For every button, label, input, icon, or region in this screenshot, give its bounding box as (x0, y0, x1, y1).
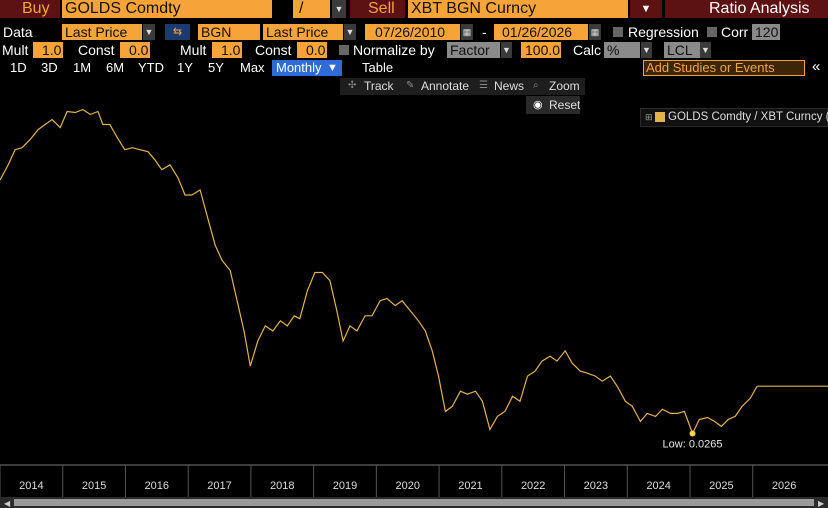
low-annotation: Low: 0.0265 (663, 439, 723, 451)
period-button[interactable]: Monthly (276, 60, 322, 75)
collapse-button[interactable]: « (812, 58, 821, 75)
scroll-arrow: ◀ (4, 499, 11, 508)
period-button[interactable]: 3D (41, 60, 58, 75)
x-tick-label: 2020 (395, 480, 419, 492)
x-tick-label: 2014 (19, 480, 43, 492)
period-button[interactable]: Max (240, 60, 265, 75)
x-tick-label: 2024 (646, 480, 670, 492)
price-line (0, 108, 758, 436)
icon: ◉ (533, 99, 543, 111)
period-button[interactable]: 1Y (177, 60, 193, 75)
legend-swatch (655, 112, 665, 122)
studies-input[interactable]: Add Studies or Events (643, 60, 805, 76)
x-tick-label: 2023 (584, 480, 608, 492)
dropdown[interactable]: ▼ (344, 24, 356, 40)
start-date[interactable]: 07/26/2010 (365, 24, 460, 40)
x-tick-label: 2015 (82, 480, 106, 492)
dropdown[interactable]: ▼ (641, 42, 652, 58)
swap-icon[interactable]: ⇆ (165, 24, 190, 40)
const-field[interactable]: 0.0 (297, 42, 327, 58)
tool-button[interactable]: Zoom (549, 79, 580, 93)
reset-button[interactable]: Reset (549, 98, 581, 112)
factor-select[interactable]: Factor (447, 42, 500, 58)
operator-dropdown[interactable]: ▼ (332, 0, 346, 18)
low-marker (689, 430, 696, 437)
period-button[interactable]: 1M (73, 60, 92, 75)
const-field[interactable]: 0.0 (120, 42, 150, 58)
mult-field[interactable]: 1.0 (212, 42, 242, 58)
legend-expand[interactable]: ⊞ (645, 112, 653, 122)
period-button[interactable]: 6M (106, 60, 125, 75)
period-button[interactable]: 5Y (208, 60, 224, 75)
function-title: Ratio Analysis (665, 0, 828, 18)
calc-select[interactable]: % (604, 42, 640, 58)
regression-label: Regression (628, 24, 699, 40)
scrollbar (0, 497, 828, 508)
x-tick-label: 2026 (772, 480, 796, 492)
period-button[interactable]: YTD (138, 60, 164, 75)
scroll-arrow: ▶ (818, 499, 825, 508)
x-tick-label: 2019 (333, 480, 357, 492)
factor-value[interactable]: 100.0 (521, 42, 561, 58)
dropdown[interactable]: ▼ (143, 24, 155, 40)
x-tick-label: 2016 (145, 480, 169, 492)
tool-button[interactable]: Annotate (421, 79, 470, 93)
corr-label: Corr (721, 24, 749, 40)
data-label: Data (3, 24, 33, 40)
field-select[interactable]: Last Price (263, 24, 343, 40)
period-button[interactable]: 1D (10, 60, 27, 75)
icon: ⌕ (533, 80, 539, 91)
tool-button[interactable]: News (494, 79, 525, 93)
axis-band (0, 465, 828, 497)
mult-field[interactable]: 1.0 (33, 42, 63, 58)
dropdown[interactable]: ▼ (700, 42, 711, 58)
end-date[interactable]: 01/26/2026 (494, 24, 588, 40)
mult-label: Mult (180, 42, 207, 58)
sell-label: Sell (350, 0, 405, 18)
monthly-button-bg[interactable] (272, 60, 342, 76)
legend-label: GOLDS Comdty / XBT Curncy ( (668, 111, 828, 123)
field-select[interactable]: Last Price (62, 24, 142, 40)
checkbox[interactable] (339, 45, 349, 55)
buy-label: Buy (0, 0, 60, 18)
buy-ticker[interactable]: GOLDS Comdty (62, 0, 272, 18)
icon: ☰ (479, 80, 488, 91)
menu-arrow[interactable]: ▼ (630, 0, 662, 18)
date-dash: - (482, 24, 487, 40)
calendar-icon[interactable]: ▦ (589, 24, 601, 40)
dropdown[interactable]: ▼ (501, 42, 512, 58)
x-tick-label: 2018 (270, 480, 294, 492)
const-label: Const (78, 42, 115, 58)
checkbox[interactable] (613, 27, 623, 37)
table-button[interactable]: Table (362, 60, 394, 75)
icon: ✣ (348, 80, 357, 91)
corr-window[interactable]: 120 (752, 24, 780, 40)
icon: ✎ (406, 80, 415, 91)
const-label: Const (255, 42, 292, 58)
checkbox[interactable] (707, 27, 717, 37)
toolbar-bg (340, 78, 585, 95)
normalize-label: Normalize by (353, 42, 435, 58)
mult-label: Mult (2, 42, 29, 58)
x-tick-label: 2025 (709, 480, 733, 492)
source-field[interactable]: BGN (198, 24, 260, 40)
calendar-icon[interactable]: ▦ (461, 24, 473, 40)
dropdown-arrow[interactable]: ▼ (327, 62, 338, 74)
x-tick-label: 2017 (207, 480, 231, 492)
operator[interactable]: / (293, 0, 330, 18)
x-tick-label: 2022 (521, 480, 545, 492)
currency-select[interactable]: LCL (664, 42, 700, 58)
calc-label: Calc (573, 42, 602, 58)
x-tick-label: 2021 (458, 480, 482, 492)
tool-button[interactable]: Track (364, 79, 394, 93)
sell-ticker[interactable]: XBT BGN Curncy (408, 0, 628, 18)
scroll-thumb (14, 499, 814, 506)
